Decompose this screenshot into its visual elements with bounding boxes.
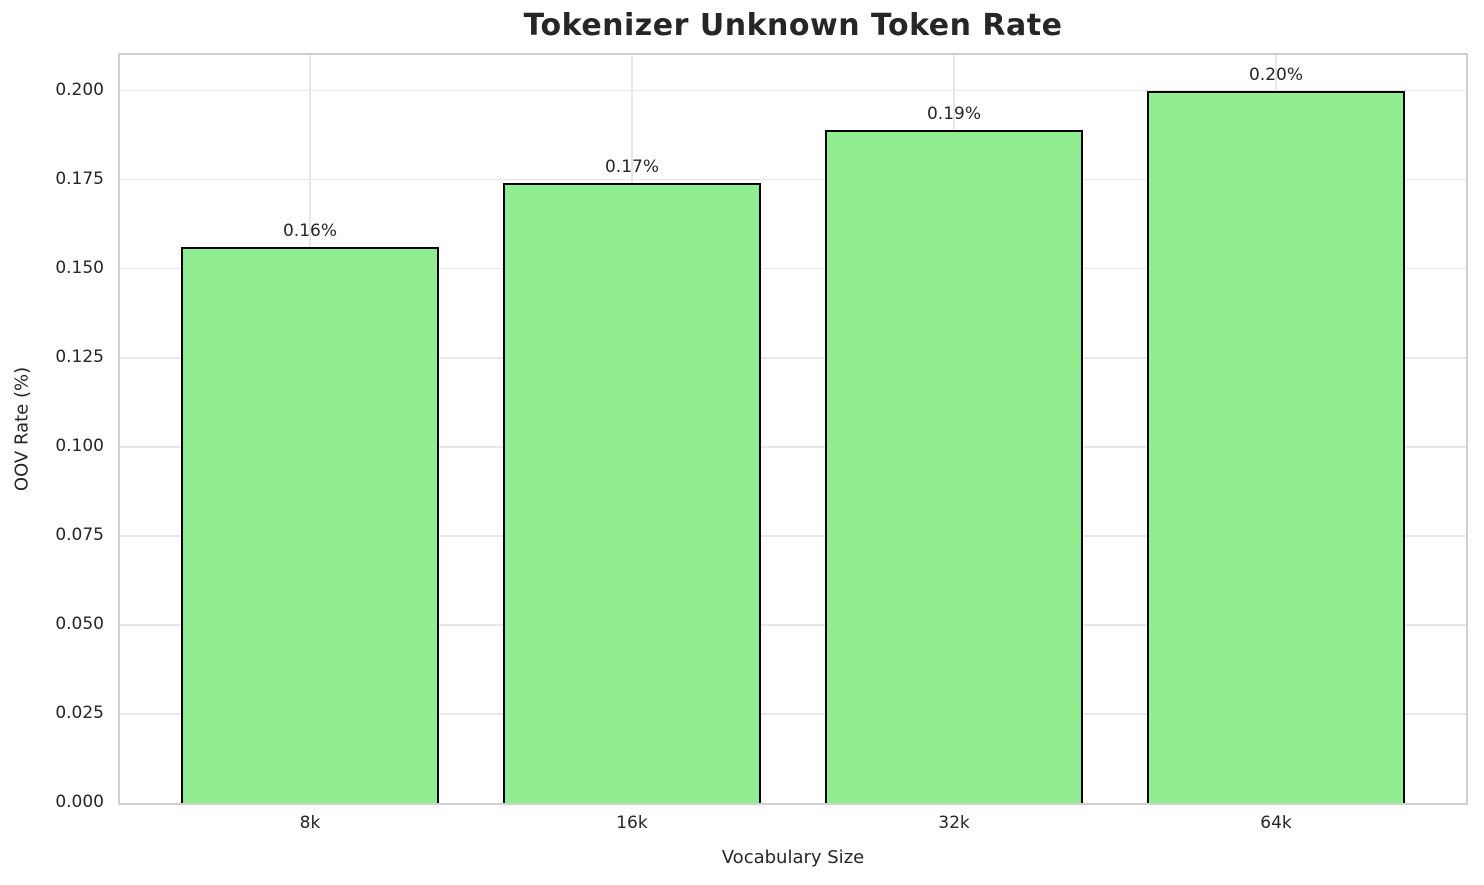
bar-value-label: 0.19%	[926, 103, 982, 124]
horizontal-gridline	[120, 446, 1466, 448]
bar-64k	[1147, 90, 1405, 803]
y-tick-label: 0.075	[55, 524, 104, 545]
bar-value-label: 0.17%	[604, 157, 659, 178]
horizontal-gridline	[120, 624, 1466, 626]
bar-value-label: 0.20%	[1248, 64, 1304, 85]
bar-32k	[825, 129, 1083, 803]
horizontal-gridline	[120, 267, 1466, 270]
x-tick-label: 32k	[938, 813, 970, 833]
y-tick-label: 0.050	[55, 613, 104, 634]
plot-area: 0.16% 0.17% 0.19% 0.20%	[118, 53, 1468, 805]
y-tick-label: 0.025	[55, 702, 104, 723]
y-tick-label: 0.000	[55, 792, 104, 812]
x-tick-label: 16k	[616, 813, 648, 833]
bar-16k	[503, 183, 761, 803]
y-tick-label: 0.175	[55, 168, 104, 189]
horizontal-gridline	[120, 178, 1466, 181]
x-tick-label: 8k	[299, 813, 321, 833]
y-axis-label: OOV Rate (%)	[11, 366, 33, 492]
horizontal-gridline	[120, 357, 1466, 359]
x-tick-label: 64k	[1260, 813, 1292, 833]
horizontal-gridline	[120, 713, 1466, 715]
bar-8k	[181, 247, 439, 803]
y-tick-label: 0.200	[55, 79, 104, 100]
y-tick-label: 0.150	[55, 257, 104, 278]
x-axis-label: Vocabulary Size	[721, 847, 865, 868]
y-tick-label: 0.100	[55, 435, 104, 456]
horizontal-gridline	[120, 89, 1466, 92]
y-tick-label: 0.125	[55, 346, 104, 367]
chart-title: Tokenizer Unknown Token Rate	[523, 8, 1063, 43]
horizontal-gridline	[120, 535, 1466, 537]
bar-value-label: 0.16%	[282, 221, 337, 242]
